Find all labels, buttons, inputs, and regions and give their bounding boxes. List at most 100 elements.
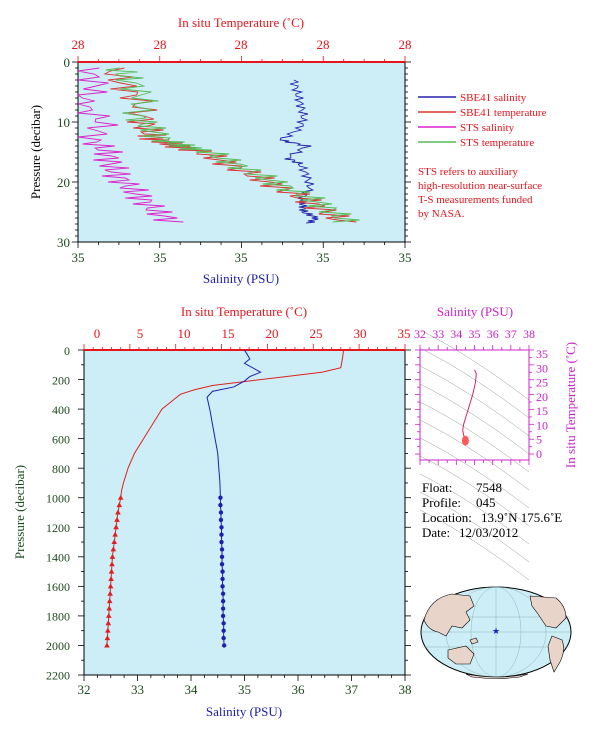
map-land-asia xyxy=(423,593,475,637)
salinity-sample-marker xyxy=(221,635,226,641)
near-surface-ytick-1: 10 xyxy=(57,115,70,130)
near-surface-bottom-tick-2: 35 xyxy=(235,250,248,265)
map-land xyxy=(423,593,567,679)
sts-note-line-1: STS refers to auxiliary xyxy=(418,166,518,178)
full-profile-top-tick-2: 10 xyxy=(178,326,191,341)
temperature-sample-marker xyxy=(106,605,113,611)
salinity-sample-marker xyxy=(219,539,224,545)
full-profile-top-axis-title: In situ Temperature (˚C) xyxy=(181,304,307,319)
salinity-sample-marker xyxy=(219,554,225,560)
legend-label-sts-salinity: STS salinity xyxy=(460,122,515,134)
location-label: Location: xyxy=(422,510,472,525)
salinity-sample-marker xyxy=(220,591,226,596)
temperature-sample-marker xyxy=(105,620,112,626)
temperature-sample-marker xyxy=(117,494,124,500)
salinity-sample-marker xyxy=(221,643,227,648)
legend-label-sbe41-salinity: SBE41 salinity xyxy=(460,92,527,104)
full-profile-bottom-tick-6: 38 xyxy=(399,682,412,697)
salinity-sample-marker xyxy=(219,525,224,530)
full-profile-top-tick-4: 20 xyxy=(266,326,279,341)
near-surface-top-tick-1: 28 xyxy=(154,37,167,52)
near-surface-ytick-3: 30 xyxy=(57,235,70,250)
location-value: 13.9˚N 175.6˚E xyxy=(481,510,562,525)
temperature-sample-marker xyxy=(107,590,113,596)
full-profile-top-tick-3: 15 xyxy=(222,326,235,341)
near-surface-top-axis-title: In situ Temperature (˚C) xyxy=(178,15,304,30)
temperature-line xyxy=(120,349,345,498)
map-land-island xyxy=(469,637,479,645)
full-profile-top-tick-0: 0 xyxy=(94,326,101,341)
temperature-sample-marker xyxy=(105,612,112,618)
temperature-sample-marker xyxy=(116,502,123,508)
salinity-sample-marker xyxy=(218,502,223,508)
salinity-sample-marker xyxy=(220,569,225,574)
t-s-density-contour xyxy=(419,455,530,527)
full-profile-ytick-3: 600 xyxy=(52,433,70,447)
t-s-ticks xyxy=(415,345,534,465)
temperature-sample-marker xyxy=(108,575,114,581)
full-profile-bottom-tick-2: 34 xyxy=(185,682,199,697)
t-s-xtick-1: 33 xyxy=(432,327,444,341)
near-surface-ytick-0: 0 xyxy=(64,55,71,70)
temperature-sample-marker xyxy=(111,539,118,545)
near-surface-series xyxy=(76,67,360,224)
full-profile-ytick-8: 1600 xyxy=(46,580,70,594)
date-label: Date: xyxy=(422,525,450,540)
t-s-density-contour xyxy=(419,401,530,473)
sts-note-line-4: by NASA. xyxy=(418,208,465,220)
full-profile-plot-area xyxy=(83,349,406,676)
salinity-sample-marker xyxy=(218,495,223,500)
full-profile-ytick-10: 2000 xyxy=(46,639,70,653)
full-profile-ylabel: Pressure (decibar) xyxy=(12,465,27,559)
float-value: 7548 xyxy=(476,480,502,495)
sts-note-line-3: T-S measurements funded xyxy=(418,194,533,206)
map-float-marker: ★ xyxy=(492,626,500,636)
full-profile-ytick-0: 0 xyxy=(64,344,70,358)
temperature-sample-marker xyxy=(110,546,117,552)
map-land-australia xyxy=(447,645,475,665)
full-profile-bottom-tick-1: 33 xyxy=(131,682,144,697)
legend-label-sts-temperature: STS temperature xyxy=(460,137,534,149)
full-profile-top-tick-1: 5 xyxy=(137,326,144,341)
full-profile-bottom-axis-title: Salinity (PSU) xyxy=(206,704,282,719)
profile-label: Profile: xyxy=(422,495,461,510)
temperature-sample-marker xyxy=(105,627,111,633)
full-profile-ytick-2: 400 xyxy=(52,403,70,417)
temperature-sample-marker xyxy=(114,516,120,522)
temperature-sample-marker xyxy=(112,531,118,537)
t-s-density-contour xyxy=(419,419,530,491)
temperature-sample-marker xyxy=(113,524,119,530)
full-profile-top-tick-5: 25 xyxy=(310,326,323,341)
full-profile-ytick-7: 1400 xyxy=(46,551,70,565)
near-surface-bottom-tick-4: 35 xyxy=(399,250,412,265)
date-value: 12/03/2012 xyxy=(459,525,518,540)
t-s-ytick-4: 20 xyxy=(536,390,548,404)
t-s-xtick-3: 35 xyxy=(469,327,481,341)
near-surface-series-line xyxy=(76,67,184,223)
near-surface-top-tick-3: 28 xyxy=(317,37,330,52)
t-s-plot-area xyxy=(419,349,530,461)
t-s-series xyxy=(461,369,477,446)
full-profile-ytick-1: 200 xyxy=(52,374,70,388)
salinity-sample-marker xyxy=(220,576,225,582)
salinity-sample-marker xyxy=(220,613,226,619)
t-s-ytick-7: 35 xyxy=(536,347,548,361)
near-surface-panel: In situ Temperature (˚C) 28 28 28 28 28 … xyxy=(28,15,547,286)
t-s-deep-cluster xyxy=(461,435,469,446)
world-map: ★ xyxy=(420,586,572,679)
t-s-density-contour xyxy=(419,509,530,581)
salinity-sample-marker xyxy=(219,532,224,537)
full-profile-ticks xyxy=(78,344,411,681)
salinity-sample-marker xyxy=(220,606,226,611)
salinity-sample-marker xyxy=(220,584,225,589)
near-surface-bottom-tick-0: 35 xyxy=(72,250,85,265)
legend-label-sbe41-temperature: SBE41 temperature xyxy=(460,107,547,119)
t-s-xtick-2: 34 xyxy=(450,327,462,341)
profile-value: 045 xyxy=(476,495,496,510)
t-s-density-contour xyxy=(419,437,530,509)
near-surface-bottom-axis-title: Salinity (PSU) xyxy=(203,271,279,286)
temperature-sample-marker xyxy=(109,561,115,567)
temperature-sample-marker xyxy=(107,583,114,589)
near-surface-top-tick-4: 28 xyxy=(399,37,412,52)
